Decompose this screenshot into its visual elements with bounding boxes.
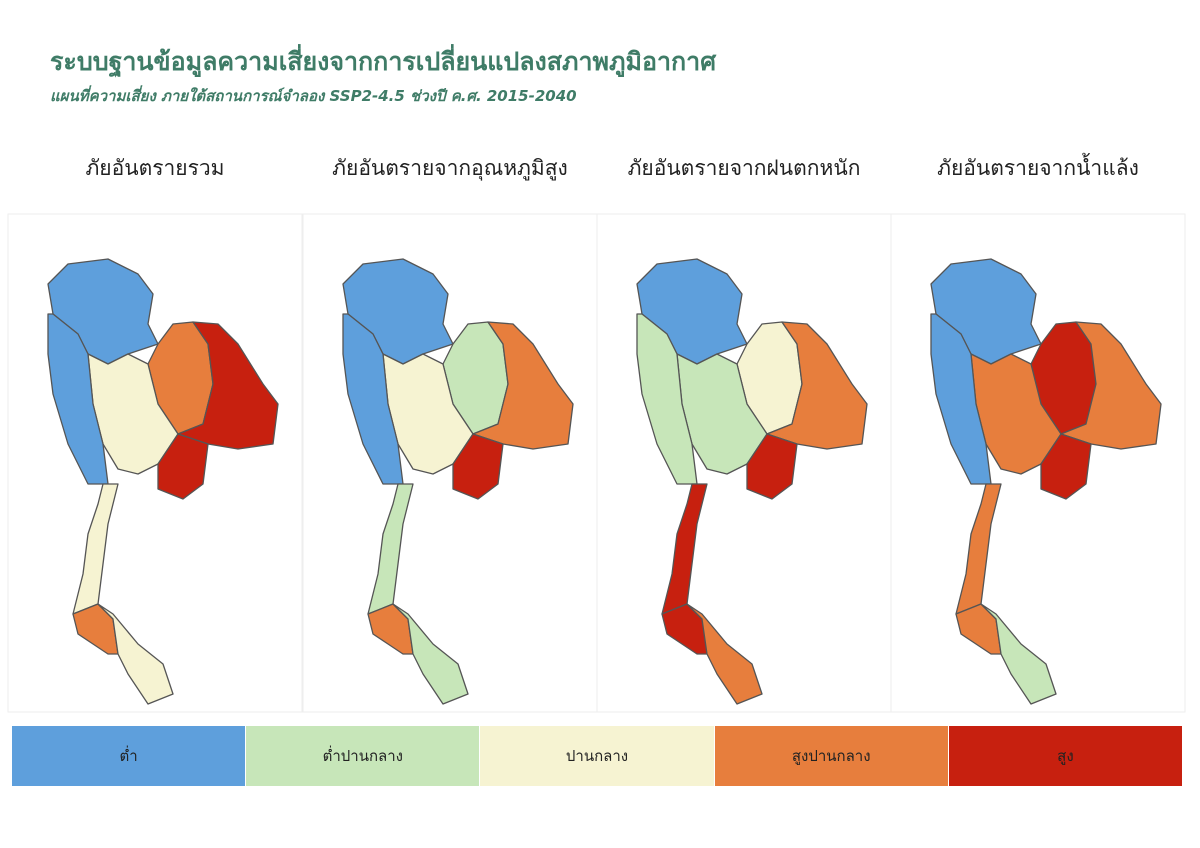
map — [47, 258, 279, 705]
region — [766, 321, 868, 450]
legend-item: ปานกลาง — [480, 726, 715, 786]
region — [636, 313, 698, 485]
legend-item: ต่ำ — [12, 726, 247, 786]
page-title: ระบบฐานข้อมูลความเสี่ยงจากการเปลี่ยนแปลง… — [50, 47, 717, 76]
region — [1060, 321, 1162, 450]
map — [930, 258, 1162, 705]
region — [746, 433, 798, 500]
region — [157, 433, 209, 500]
region — [47, 313, 109, 485]
legend-item: สูงปานกลาง — [714, 726, 949, 786]
region — [177, 321, 279, 450]
region — [1040, 433, 1092, 500]
panel-title: ภัยอันตรายจากน้ำแล้ง — [937, 156, 1139, 180]
region — [980, 603, 1057, 705]
region — [392, 603, 469, 705]
page-subtitle: แผนที่ความเสี่ยง ภายใต้สถานการณ์จำลอง SS… — [50, 87, 577, 105]
legend: ต่ำ ต่ำปานกลาง ปานกลาง สูงปานกลาง สูง — [12, 726, 1184, 786]
region — [342, 313, 404, 485]
panel-title: ภัยอันตรายรวม — [85, 156, 225, 180]
map — [342, 258, 574, 705]
legend-item: สูง — [948, 726, 1184, 786]
panel-title: ภัยอันตรายจากฝนตกหนัก — [627, 156, 861, 180]
map — [636, 258, 868, 705]
legend-item: ต่ำปานกลาง — [246, 726, 481, 786]
region — [452, 433, 504, 500]
region — [930, 313, 992, 485]
region — [472, 321, 574, 450]
region — [686, 603, 763, 705]
panel-title: ภัยอันตรายจากอุณหภูมิสูง — [332, 156, 568, 180]
region — [97, 603, 174, 705]
